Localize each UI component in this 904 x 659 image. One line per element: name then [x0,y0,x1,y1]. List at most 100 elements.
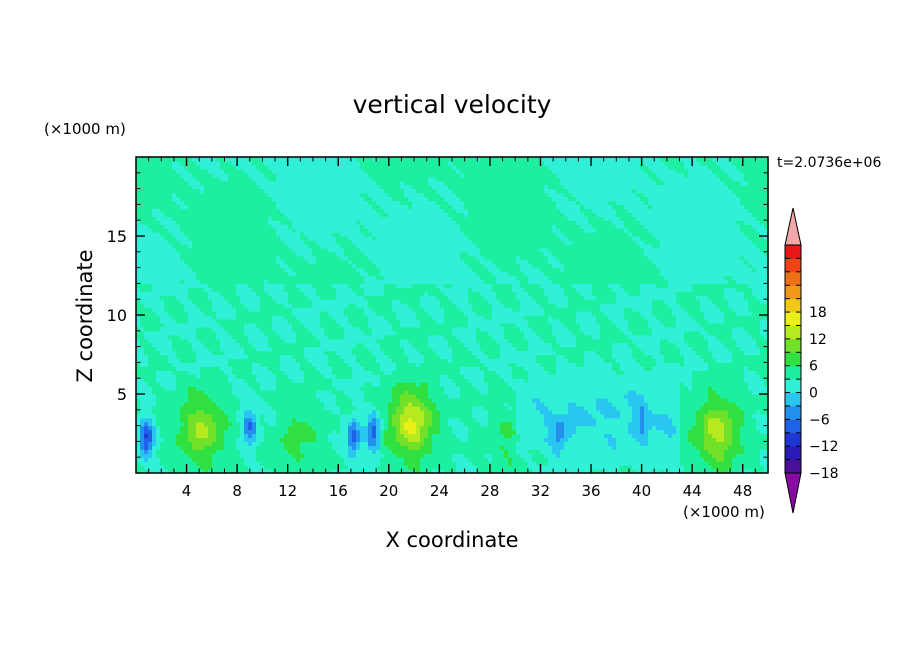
field-cell [456,390,461,395]
field-cell [564,413,569,419]
field-cell [204,366,209,371]
field-cell [516,445,521,450]
field-cell [496,433,501,439]
field-cell [172,405,177,411]
field-cell [208,421,213,427]
field-cell [512,382,517,387]
field-cell [284,437,289,442]
field-cell [616,425,621,431]
field-cell [236,394,241,399]
field-cell [140,441,145,446]
field-cell [252,441,257,446]
field-cell [708,394,713,399]
field-cell [428,374,433,379]
field-cell [216,425,221,431]
field-cell [364,461,369,466]
field-cell [336,401,341,407]
field-cell [636,386,641,391]
field-cell [548,366,553,371]
field-cell [424,397,429,403]
field-cell [684,453,689,458]
field-cell [724,445,729,450]
field-cell [464,358,469,363]
field-cell [168,449,173,454]
field-cell [672,382,677,387]
field-cell [276,437,281,442]
field-cell [748,354,753,360]
field-cell [400,362,405,367]
field-cell [720,358,725,363]
field-cell [620,386,625,391]
field-cell [712,429,717,435]
field-cell [764,354,769,360]
field-cell [276,346,281,352]
field-cell [576,362,581,367]
field-cell [188,409,193,415]
field-cell [732,390,737,395]
field-cell [396,457,401,462]
field-cell [516,394,521,399]
field-cell [352,397,357,403]
field-cell [748,469,753,474]
field-cell [272,413,277,419]
field-cell [224,425,229,431]
field-cell [668,413,673,419]
field-cell [208,378,213,383]
field-cell [604,421,609,427]
field-cell [564,409,569,415]
field-cell [244,386,249,391]
field-cell [668,425,673,431]
field-cell [272,421,277,427]
field-cell [244,461,249,466]
field-cell [676,405,681,411]
field-cell [320,457,325,462]
field-cell [760,370,765,375]
field-cell [712,409,717,415]
field-cell [436,453,441,458]
field-cell [732,453,737,458]
field-cell [292,386,297,391]
field-cell [204,421,209,427]
field-cell [444,386,449,391]
field-cell [648,394,653,399]
field-cell [368,378,373,383]
field-cell [160,401,165,407]
field-cell [180,374,185,379]
field-cell [200,461,205,466]
field-cell [356,461,361,466]
field-cell [480,405,485,411]
field-cell [428,441,433,446]
field-cell [156,401,161,407]
field-cell [196,370,201,375]
field-cell [544,382,549,387]
field-cell [304,425,309,431]
field-cell [724,417,729,423]
field-cell [476,457,481,462]
field-cell [256,374,261,379]
field-cell [632,401,637,407]
field-cell [320,453,325,458]
field-cell [596,449,601,454]
field-cell [520,354,525,360]
field-cell [376,397,381,403]
field-cell [420,374,425,379]
field-cell [704,437,709,442]
field-cell [328,390,333,395]
field-cell [136,461,141,466]
field-cell [520,441,525,446]
field-cell [656,405,661,411]
field-cell [684,362,689,367]
field-cell [744,449,749,454]
field-cell [532,441,537,446]
field-cell [368,461,373,466]
field-cell [196,413,201,419]
field-cell [256,382,261,387]
field-cell [196,421,201,427]
field-cell [724,461,729,466]
field-cell [420,390,425,395]
field-cell [316,405,321,411]
field-cell [216,429,221,435]
field-cell [336,449,341,454]
field-cell [136,469,141,474]
field-cell [388,378,393,383]
